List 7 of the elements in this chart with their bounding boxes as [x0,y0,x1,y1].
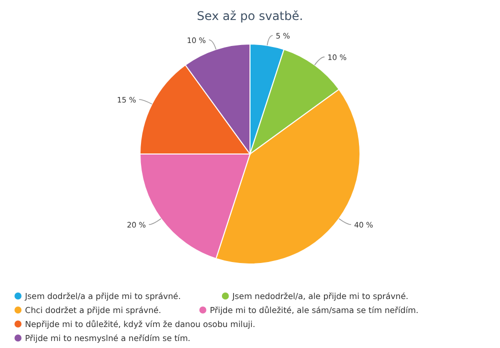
legend-label: Nepřijde mi to důležité, když vím že danou osobu miluji. [25,319,256,329]
legend-label: Přijde mi to důležité, ale sám/sama se tím neřídím. [210,305,418,315]
legend-label: Přijde mi to nesmyslné a neřídím se tím. [25,333,190,343]
legend-label: Chci dodržet a přijde mi správné. [25,305,162,315]
legend-label: Jsem dodržel/a a přijde mi to správné. [24,291,181,301]
legend-label: Jsem nedodržel/a, ale přijde mi to správné. [231,291,408,301]
chart-title: Sex až po svatbě. [196,9,304,23]
